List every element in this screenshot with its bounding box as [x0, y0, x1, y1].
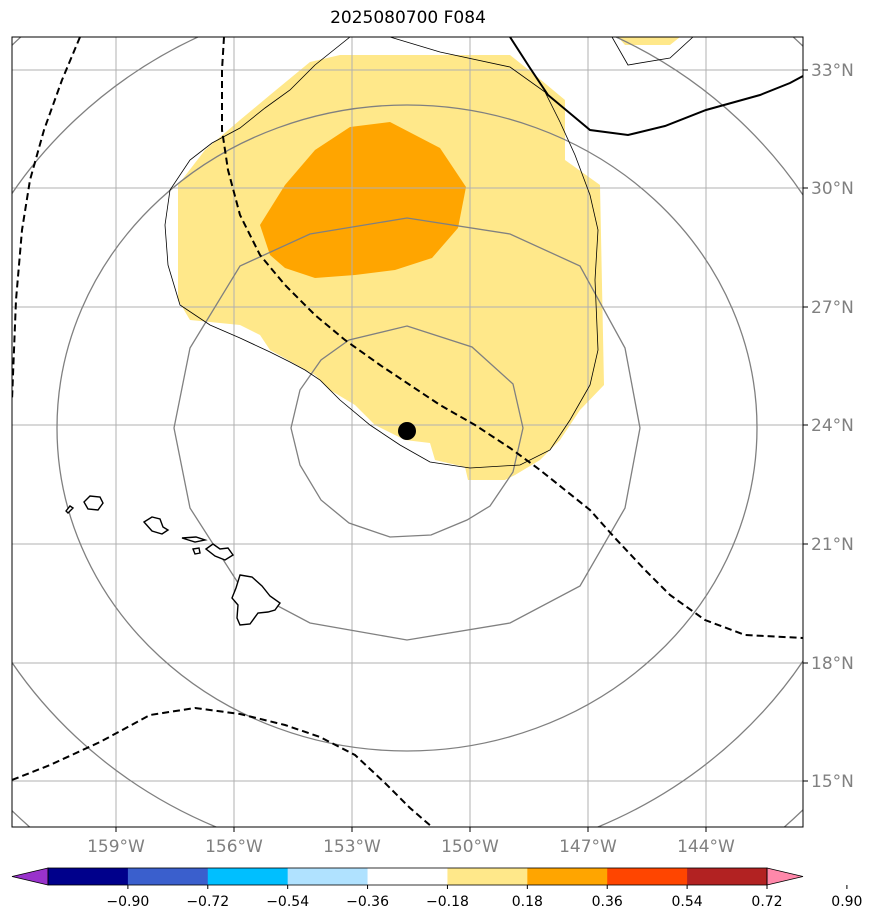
lat-label: 18°N	[811, 654, 854, 674]
dashed-contour-west	[12, 37, 81, 401]
colorbar-tick-label: 0.72	[751, 894, 782, 910]
colorbar-tick-label: −0.90	[106, 894, 149, 910]
lat-label: 24°N	[811, 416, 854, 436]
range-ring-3	[56, 104, 758, 752]
colorbar-tick-label: −0.18	[426, 894, 469, 910]
colorbar-tick-label: −0.72	[186, 894, 229, 910]
colorbar-segment	[687, 868, 768, 885]
lon-label: 150°W	[441, 837, 499, 857]
lon-label: 159°W	[87, 837, 145, 857]
colorbar-tick-label: 0.18	[512, 894, 543, 910]
range-ring-2	[173, 217, 641, 641]
lat-label: 15°N	[811, 772, 854, 792]
colorbar-tick-label: −0.54	[266, 894, 309, 910]
lat-label: 30°N	[811, 179, 854, 199]
storm-center-marker	[398, 422, 416, 440]
colorbar-segments	[12, 868, 803, 885]
colorbar-tick-label: 0.36	[592, 894, 623, 910]
colorbar-segment	[48, 868, 129, 885]
map-frame	[11, 36, 804, 828]
lat-axis: 33°N 30°N 27°N 24°N 21°N 18°N 15°N	[803, 61, 854, 792]
shaded-region-0.36-0.54	[260, 122, 466, 278]
gridlines	[12, 37, 803, 827]
colorbar-segment	[607, 868, 688, 885]
contour-thin-black-top	[611, 37, 694, 66]
colorbar-segment	[207, 868, 289, 885]
dashed-contours	[12, 37, 803, 827]
shaded-region-0.18-0.36-top	[618, 37, 680, 45]
island-molokai	[181, 536, 208, 543]
lon-label: 156°W	[205, 837, 263, 857]
island-niihau	[65, 505, 75, 514]
island-kauai	[83, 495, 104, 511]
colorbar-segment	[127, 868, 209, 885]
dashed-contour-south	[12, 706, 433, 827]
lat-label: 21°N	[811, 535, 854, 555]
dashed-contour-east	[221, 37, 803, 639]
colorbar-tick-label: 0.90	[831, 894, 862, 910]
lat-label: 27°N	[811, 298, 854, 318]
island-oahu	[142, 516, 170, 535]
contour-thin-black	[164, 37, 599, 469]
island-lanai	[192, 547, 201, 555]
hawaiian-islands	[65, 495, 281, 626]
colorbar-segment	[287, 868, 369, 885]
colorbar-segment	[367, 868, 448, 885]
colorbar-extend-low	[12, 868, 48, 885]
colorbar-segment	[527, 868, 608, 885]
range-ring-1	[290, 325, 524, 538]
lon-label: 153°W	[323, 837, 381, 857]
island-hawaii	[231, 574, 281, 626]
island-maui	[204, 543, 235, 561]
colorbar-segment	[447, 868, 528, 885]
colorbar-tick-label: 0.54	[672, 894, 703, 910]
colorbar: −0.90 −0.72 −0.54 −0.36 −0.18 0.18 0.36 0.54 0.7…	[11, 867, 862, 910]
lon-label: 147°W	[559, 837, 617, 857]
contour-thick-black	[509, 37, 803, 137]
lon-label: 144°W	[677, 837, 735, 857]
lon-axis: 159°W 156°W 153°W 150°W 147°W 144°W	[87, 827, 735, 857]
lat-label: 33°N	[811, 61, 854, 81]
colorbar-extend-high	[767, 868, 803, 885]
map-title: 2025080700 F084	[330, 8, 486, 28]
colorbar-tick-label: −0.36	[346, 894, 389, 910]
colorbar-ticks: −0.90 −0.72 −0.54 −0.36 −0.18 0.18 0.36 0.54 0.7…	[106, 885, 862, 910]
